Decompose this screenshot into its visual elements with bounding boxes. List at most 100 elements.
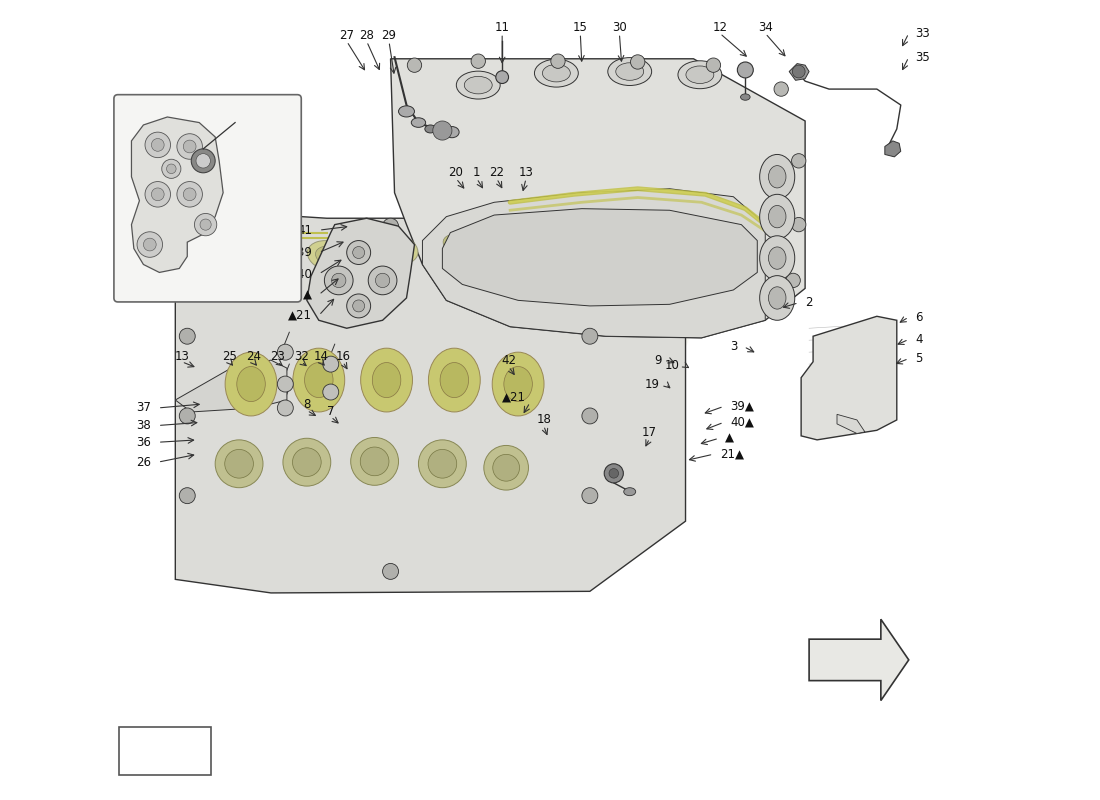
Ellipse shape <box>226 352 277 416</box>
Circle shape <box>277 344 294 360</box>
Circle shape <box>383 563 398 579</box>
Text: ▲40: ▲40 <box>288 267 312 281</box>
Text: 13: 13 <box>174 350 189 362</box>
Ellipse shape <box>428 348 481 412</box>
Circle shape <box>322 356 339 372</box>
Text: 21▲: 21▲ <box>719 448 744 461</box>
Ellipse shape <box>372 362 400 398</box>
Text: UCCIO: UCCIO <box>441 302 694 370</box>
Ellipse shape <box>307 241 354 272</box>
Circle shape <box>383 218 398 234</box>
Circle shape <box>629 265 646 281</box>
Text: 5: 5 <box>915 352 923 365</box>
Ellipse shape <box>769 247 786 270</box>
Polygon shape <box>442 209 757 306</box>
Text: 36: 36 <box>136 436 152 449</box>
Text: 4: 4 <box>915 333 923 346</box>
Text: 42: 42 <box>500 354 516 367</box>
Circle shape <box>361 447 389 476</box>
Text: 28: 28 <box>360 29 374 42</box>
Circle shape <box>152 188 164 201</box>
Circle shape <box>143 238 156 251</box>
Polygon shape <box>132 117 223 273</box>
Circle shape <box>331 274 345 287</box>
Circle shape <box>353 246 364 258</box>
Text: 24: 24 <box>273 166 288 179</box>
Circle shape <box>792 65 805 78</box>
Circle shape <box>574 233 590 249</box>
Circle shape <box>630 55 645 69</box>
Ellipse shape <box>686 66 714 83</box>
Text: 22: 22 <box>490 166 504 179</box>
Text: 23: 23 <box>270 350 285 362</box>
Circle shape <box>792 154 806 168</box>
Circle shape <box>346 241 371 265</box>
Ellipse shape <box>624 488 636 496</box>
Circle shape <box>322 384 339 400</box>
Circle shape <box>166 164 176 174</box>
Text: 7: 7 <box>327 405 334 418</box>
Text: 34: 34 <box>758 21 772 34</box>
Text: 8: 8 <box>304 398 310 411</box>
Circle shape <box>582 328 597 344</box>
Circle shape <box>439 126 447 134</box>
Text: 16: 16 <box>336 350 350 362</box>
Text: 26: 26 <box>136 456 152 469</box>
Polygon shape <box>390 58 805 338</box>
Circle shape <box>200 219 211 230</box>
Text: ▲: ▲ <box>725 432 735 445</box>
Circle shape <box>407 58 421 72</box>
Circle shape <box>184 188 196 201</box>
Text: TUNING: TUNING <box>452 374 683 426</box>
Ellipse shape <box>760 194 794 239</box>
Circle shape <box>436 123 450 138</box>
Ellipse shape <box>495 226 541 258</box>
Text: 41: 41 <box>297 224 312 237</box>
Text: 2: 2 <box>805 296 813 310</box>
Circle shape <box>551 54 565 68</box>
Circle shape <box>346 294 371 318</box>
Ellipse shape <box>243 249 290 280</box>
Text: 13: 13 <box>136 238 152 251</box>
Ellipse shape <box>504 366 532 402</box>
Text: 17: 17 <box>642 426 657 439</box>
Polygon shape <box>801 316 896 440</box>
Ellipse shape <box>760 154 794 199</box>
Text: 6: 6 <box>915 310 923 323</box>
Circle shape <box>248 217 263 233</box>
Ellipse shape <box>434 229 482 261</box>
Text: 37: 37 <box>136 402 152 414</box>
Text: 19: 19 <box>645 378 659 390</box>
Text: 1: 1 <box>473 166 481 179</box>
Circle shape <box>177 182 202 207</box>
Circle shape <box>706 58 721 72</box>
Text: 12: 12 <box>713 21 727 34</box>
Ellipse shape <box>379 238 410 259</box>
Circle shape <box>792 218 806 232</box>
Text: 30: 30 <box>612 21 627 34</box>
Text: 33: 33 <box>915 26 930 40</box>
Ellipse shape <box>769 286 786 309</box>
Text: 9: 9 <box>654 354 661 366</box>
Text: 29: 29 <box>382 29 396 42</box>
Ellipse shape <box>398 106 415 117</box>
Polygon shape <box>307 218 415 328</box>
Text: 18: 18 <box>536 414 551 426</box>
Circle shape <box>184 140 196 153</box>
Circle shape <box>162 159 180 178</box>
Ellipse shape <box>542 64 570 82</box>
Circle shape <box>195 214 217 236</box>
Circle shape <box>471 54 485 68</box>
Text: 39▲: 39▲ <box>730 400 754 413</box>
Circle shape <box>177 134 202 159</box>
Text: 24: 24 <box>246 350 261 362</box>
Circle shape <box>604 464 624 483</box>
Circle shape <box>179 488 195 504</box>
Ellipse shape <box>252 254 283 274</box>
Ellipse shape <box>740 94 750 100</box>
Ellipse shape <box>411 118 426 127</box>
Polygon shape <box>175 360 287 412</box>
Text: ▲ = 1: ▲ = 1 <box>143 744 184 758</box>
Circle shape <box>224 450 253 478</box>
Circle shape <box>353 300 364 312</box>
